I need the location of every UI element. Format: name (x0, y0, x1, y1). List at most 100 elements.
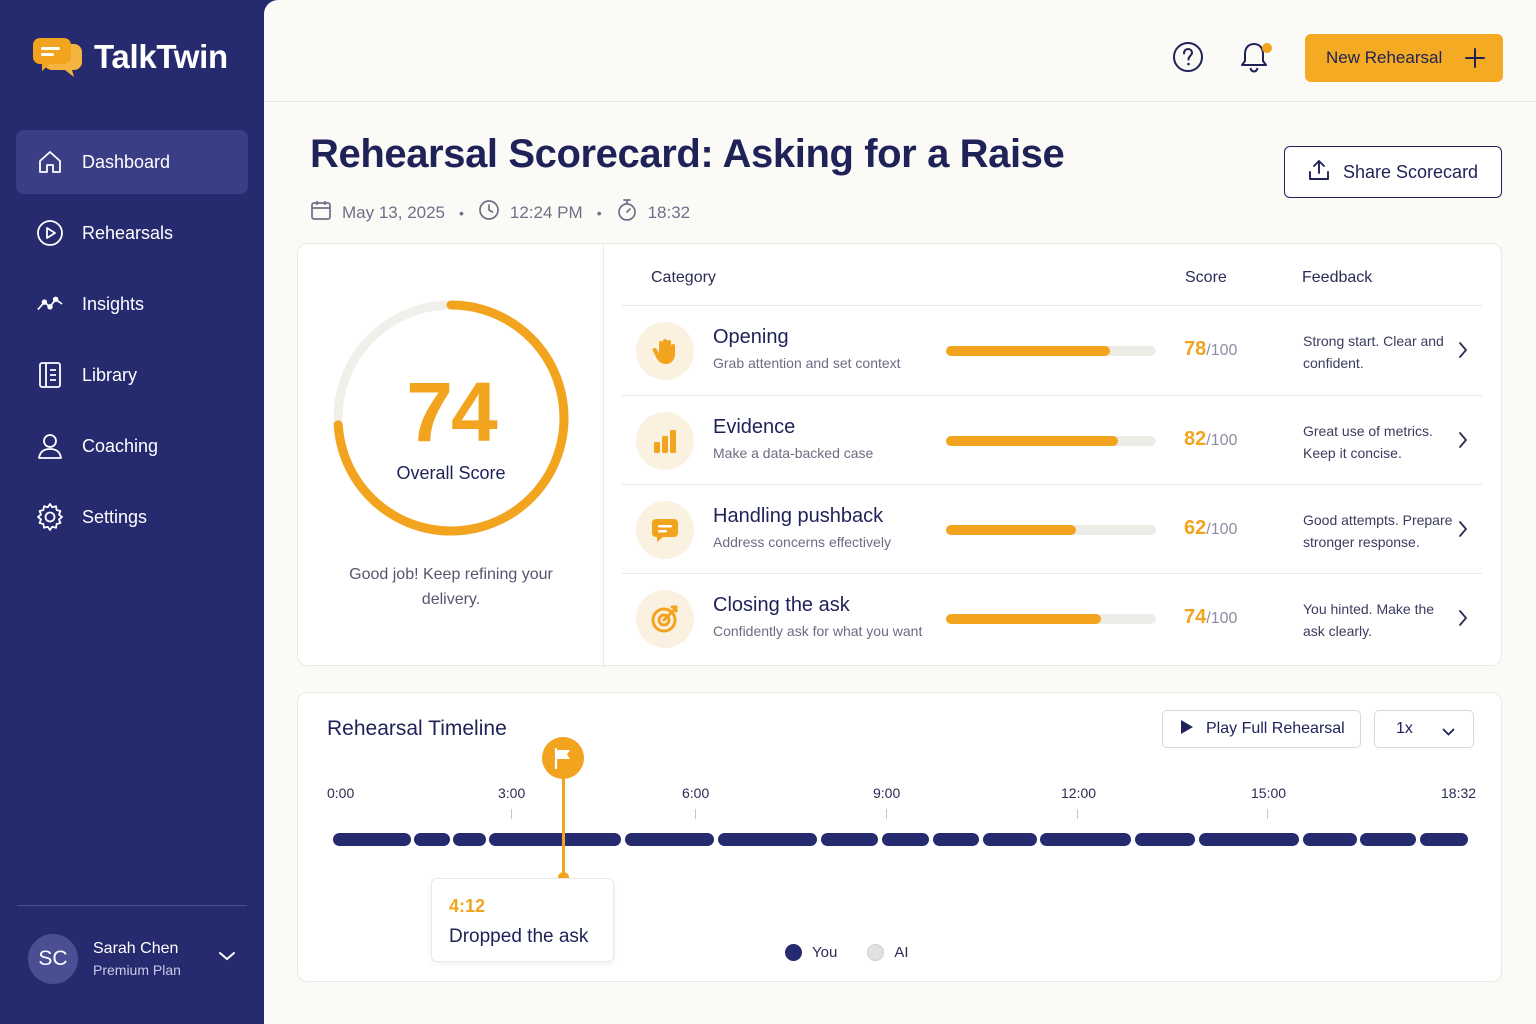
chevron-right-icon[interactable] (1458, 520, 1468, 543)
category-feedback: Strong start. Clear and confident. (1303, 333, 1444, 371)
category-row-evidence[interactable]: Evidence Make a data-backed case 82/100 … (622, 396, 1482, 484)
legend-label: You (812, 944, 838, 961)
table-divider (622, 395, 1482, 396)
category-row-opening[interactable]: Opening Grab attention and set context 7… (622, 306, 1482, 394)
score-bar-fill (946, 346, 1110, 356)
help-icon[interactable] (1172, 41, 1204, 78)
column-header-score: Score (1185, 269, 1227, 286)
timeline-segment[interactable] (453, 833, 486, 846)
category-name: Closing the ask (713, 594, 850, 616)
overall-score-value: 74 (406, 365, 497, 459)
chevron-right-icon[interactable] (1458, 431, 1468, 454)
notification-badge (1262, 43, 1272, 53)
timeline-segment[interactable] (1199, 833, 1299, 846)
timeline-tick-mark (1267, 809, 1268, 819)
speech-bubble-icon (636, 501, 694, 559)
timeline-tick-mark (695, 809, 696, 819)
category-name: Evidence (713, 416, 796, 438)
sidebar-item-label: Rehearsals (82, 222, 174, 243)
home-icon (36, 148, 64, 176)
timeline-title: Rehearsal Timeline (327, 717, 507, 740)
timeline-marker-line (562, 777, 565, 877)
score-bar (946, 436, 1156, 446)
share-scorecard-button[interactable]: Share Scorecard (1284, 146, 1502, 198)
chat-bubbles-logo-icon (33, 38, 82, 77)
clock-icon (478, 199, 500, 226)
new-rehearsal-button[interactable]: New Rehearsal (1305, 34, 1503, 82)
sidebar-item-dashboard[interactable]: Dashboard (16, 130, 248, 194)
sidebar-item-library[interactable]: Library (16, 343, 248, 407)
gear-icon (36, 503, 64, 531)
category-row-handling-pushback[interactable]: Handling pushback Address concerns effec… (622, 485, 1482, 573)
timeline-segment[interactable] (1135, 833, 1195, 846)
category-feedback: You hinted. Make the ask clearly. (1303, 601, 1435, 639)
timeline-segment[interactable] (1360, 833, 1416, 846)
chevron-right-icon[interactable] (1458, 341, 1468, 364)
user-name: Sarah Chen (93, 940, 179, 957)
score-bar (946, 346, 1156, 356)
share-icon (1307, 158, 1331, 187)
timeline-segment[interactable] (333, 833, 411, 846)
legend-item-ai: AI (867, 944, 909, 961)
timeline-segment[interactable] (882, 833, 929, 846)
sidebar-item-label: Coaching (82, 435, 159, 456)
plus-icon (1465, 48, 1485, 73)
overall-score-label: Overall Score (396, 463, 506, 483)
timeline-segment[interactable] (489, 833, 621, 846)
playback-speed-select[interactable]: 1x (1374, 710, 1474, 748)
category-description: Make a data-backed case (713, 445, 874, 461)
column-header-feedback: Feedback (1302, 269, 1373, 286)
marker-time: 4:12 (449, 896, 486, 916)
person-icon (36, 432, 64, 460)
timeline-segment[interactable] (414, 833, 450, 846)
session-date: May 13, 2025 (342, 202, 446, 222)
timeline-tick-label: 3:00 (498, 785, 526, 801)
flag-icon[interactable] (542, 737, 584, 779)
category-row-closing-the-ask[interactable]: Closing the ask Confidently ask for what… (622, 574, 1482, 662)
timeline-segment[interactable] (821, 833, 878, 846)
play-circle-icon (36, 219, 64, 247)
timeline-segment[interactable] (1040, 833, 1131, 846)
share-scorecard-label: Share Scorecard (1343, 161, 1479, 182)
timeline-segment[interactable] (983, 833, 1037, 846)
rehearsal-timeline-panel: Rehearsal Timeline Play Full Rehearsal 1… (297, 692, 1502, 982)
sidebar-item-coaching[interactable]: Coaching (16, 414, 248, 478)
timeline-segment[interactable] (1303, 833, 1357, 846)
stopwatch-icon (616, 198, 638, 227)
marker-label: Dropped the ask (449, 926, 589, 947)
table-divider (622, 305, 1482, 306)
sidebar-item-rehearsals[interactable]: Rehearsals (16, 201, 248, 265)
timeline-tick-label: 6:00 (682, 785, 710, 801)
legend-swatch (785, 944, 802, 961)
column-header-category: Category (651, 269, 716, 286)
timeline-segment[interactable] (1420, 833, 1468, 846)
sidebar-item-insights[interactable]: Insights (16, 272, 248, 336)
chevron-down-icon[interactable] (218, 949, 236, 967)
new-rehearsal-label: New Rehearsal (1326, 48, 1443, 67)
timeline-tick-label: 12:00 (1061, 785, 1097, 801)
calendar-icon (310, 199, 332, 226)
timeline-segment[interactable] (625, 833, 714, 846)
timeline-segment[interactable] (933, 833, 979, 846)
timeline-tick-label: 18:32 (1441, 785, 1477, 801)
avatar: SC (28, 934, 78, 984)
session-duration: 18:32 (647, 202, 691, 222)
play-full-rehearsal-button[interactable]: Play Full Rehearsal (1162, 710, 1361, 748)
scorecard-panel: 74 Overall Score Good job! Keep refining… (297, 243, 1502, 667)
playback-speed-value: 1x (1396, 720, 1413, 737)
notification-bell-icon[interactable] (1238, 40, 1270, 79)
chevron-right-icon[interactable] (1458, 609, 1468, 632)
timeline-tick-label: 9:00 (873, 785, 901, 801)
sidebar-item-settings[interactable]: Settings (16, 485, 248, 549)
timeline-segment[interactable] (718, 833, 817, 846)
page-title: Rehearsal Scorecard: Asking for a Raise (310, 132, 1065, 176)
user-profile[interactable]: SC Sarah Chen Premium Plan (28, 933, 248, 985)
table-divider (622, 484, 1482, 485)
top-bar: New Rehearsal (264, 0, 1536, 102)
app-name: TalkTwin (94, 38, 228, 75)
score-bar (946, 525, 1156, 535)
score-bar (946, 614, 1156, 624)
session-time: 12:24 PM (509, 202, 583, 222)
sidebar-item-label: Library (82, 364, 138, 385)
app-logo[interactable]: TalkTwin (32, 36, 228, 78)
